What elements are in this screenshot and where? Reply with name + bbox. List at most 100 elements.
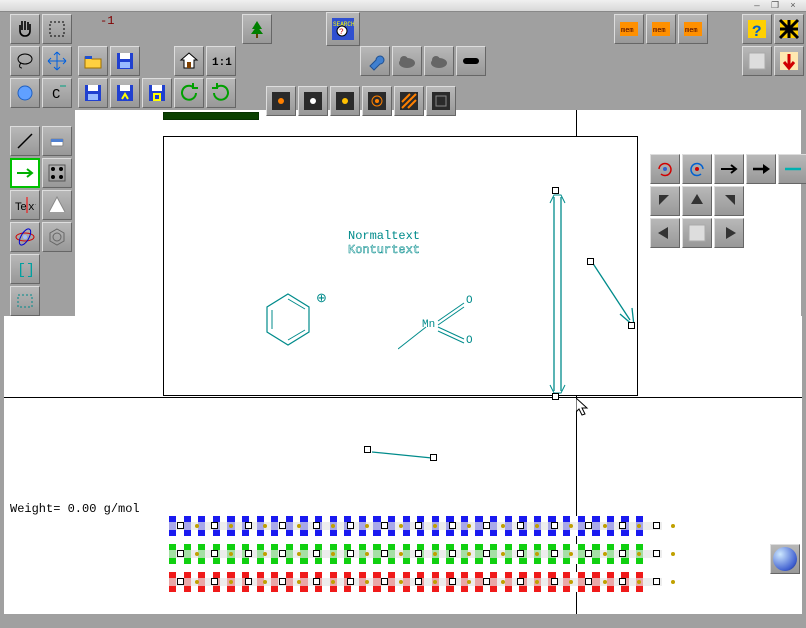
ruler-handle[interactable] [381,550,388,557]
sq5-icon[interactable] [394,86,424,116]
home-icon[interactable] [174,46,204,76]
ruler-handle[interactable] [313,578,320,585]
handle-node[interactable] [587,258,594,265]
ruler-handle[interactable] [245,522,252,529]
window-minimize-button[interactable]: — [750,1,764,11]
text-tool-icon[interactable]: Text [10,190,40,220]
window-maximize-button[interactable]: ❐ [768,1,782,11]
sq1-icon[interactable] [266,86,296,116]
gauge-icon[interactable] [42,158,72,188]
ruler-handle[interactable] [211,578,218,585]
drawing-canvas[interactable]: Normaltext Konturtext ⊕ Mn O O [163,136,638,396]
ruler-handle[interactable] [585,550,592,557]
ruler-handle[interactable] [245,550,252,557]
mem2-icon[interactable]: mem [646,14,676,44]
sq4-icon[interactable] [362,86,392,116]
mem3-icon[interactable]: mem [678,14,708,44]
ruler-handle[interactable] [619,522,626,529]
rot1-icon[interactable] [650,154,680,184]
ruler-handle[interactable] [279,578,286,585]
ruler-handle[interactable] [551,550,558,557]
nav-ul-icon[interactable] [650,186,680,216]
handle-node[interactable] [552,393,559,400]
search-icon[interactable]: SEARCH? [326,12,360,46]
ruler-handle[interactable] [211,522,218,529]
lasso-icon[interactable] [10,46,40,76]
eraser-icon[interactable] [42,126,72,156]
ruler-handle[interactable] [177,550,184,557]
ruler-handle[interactable] [449,522,456,529]
circle-tool-icon[interactable] [10,78,40,108]
handle-node[interactable] [430,454,437,461]
hazard-icon[interactable] [774,14,804,44]
cloud2-icon[interactable] [424,46,454,76]
ruler-handle[interactable] [551,578,558,585]
cloud1-icon[interactable] [392,46,422,76]
ruler-handle[interactable] [279,522,286,529]
sphere-icon[interactable] [770,544,800,574]
ruler-handle[interactable] [279,550,286,557]
floppy2-icon[interactable] [78,78,108,108]
help-icon[interactable]: ? [742,14,772,44]
peak-icon[interactable] [42,190,72,220]
line-tool-icon[interactable] [10,126,40,156]
marquee-icon[interactable] [42,14,72,44]
move-icon[interactable] [42,46,72,76]
ruler-handle[interactable] [449,578,456,585]
brackets-icon[interactable]: [] [10,254,40,284]
c-tool-icon[interactable]: C [42,78,72,108]
ruler-handle[interactable] [619,578,626,585]
arrow-green-icon[interactable] [10,158,40,188]
benzene-icon[interactable] [42,222,72,252]
ruler-handle[interactable] [585,522,592,529]
pill-icon[interactable] [456,46,486,76]
hand-icon[interactable] [10,14,40,44]
ruler-handle[interactable] [551,522,558,529]
ruler-handle[interactable] [653,550,660,557]
undo-icon[interactable] [174,78,204,108]
floppy4-icon[interactable] [142,78,172,108]
ruler-handle[interactable] [313,522,320,529]
redo-icon[interactable] [206,78,236,108]
nav-up-icon[interactable] [682,186,712,216]
exit-icon[interactable] [774,46,804,76]
ruler-handle[interactable] [653,522,660,529]
nav-left-icon[interactable] [650,218,680,248]
ruler-handle[interactable] [313,550,320,557]
ruler-handle[interactable] [381,578,388,585]
ruler-handle[interactable] [483,578,490,585]
handle-node[interactable] [364,446,371,453]
wrench-icon[interactable] [360,46,390,76]
blank1-icon[interactable] [742,46,772,76]
sq2-icon[interactable] [298,86,328,116]
arr2-icon[interactable] [746,154,776,184]
window-close-button[interactable]: × [786,1,800,11]
ruler-handle[interactable] [415,550,422,557]
zoom11-icon[interactable]: 1:1 [206,46,236,76]
sq6-icon[interactable] [426,86,456,116]
nav-center-icon[interactable] [682,218,712,248]
ruler-handle[interactable] [585,578,592,585]
save-icon[interactable] [110,46,140,76]
color-ruler-green[interactable] [169,544,662,564]
ruler-handle[interactable] [449,550,456,557]
handle-node[interactable] [628,322,635,329]
nav-ur-icon[interactable] [714,186,744,216]
ruler-handle[interactable] [381,522,388,529]
ruler-handle[interactable] [177,522,184,529]
ruler-handle[interactable] [177,578,184,585]
color-ruler-blue[interactable] [169,516,662,536]
ruler-handle[interactable] [517,522,524,529]
nav-right-icon[interactable] [714,218,744,248]
rect-dash-icon[interactable] [10,286,40,316]
orbital-icon[interactable] [10,222,40,252]
folder-icon[interactable] [78,46,108,76]
color-ruler-red[interactable] [169,572,662,592]
arr1-icon[interactable] [714,154,744,184]
ruler-handle[interactable] [653,578,660,585]
rot2-icon[interactable] [682,154,712,184]
ruler-handle[interactable] [347,550,354,557]
ruler-handle[interactable] [347,522,354,529]
tree-icon[interactable] [242,14,272,44]
ruler-handle[interactable] [245,578,252,585]
